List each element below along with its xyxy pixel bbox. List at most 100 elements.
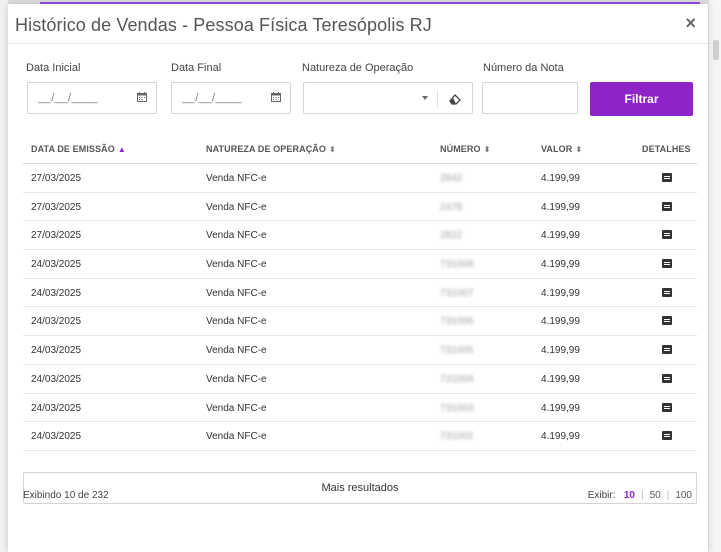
cell-valor: 4.199,99 <box>541 230 580 242</box>
page-size-100[interactable]: 100 <box>675 490 692 501</box>
calendar-icon[interactable] <box>136 91 148 103</box>
natureza-label: Natureza de Operação <box>302 62 414 74</box>
cell-numero: 731007 <box>440 287 474 299</box>
sort-up-icon[interactable]: ▲ <box>117 145 126 154</box>
cell-data-emissao: 24/03/2025 <box>31 259 82 271</box>
table-row: 27/03/2025 Venda NFC-e 2822 4.199,99 <box>23 221 697 251</box>
cell-valor: 4.199,99 <box>541 259 580 271</box>
table-row: 24/03/2025 Venda NFC-e 731006 4.199,99 <box>23 307 697 337</box>
details-icon[interactable] <box>662 287 672 297</box>
show-label: Exibir: <box>587 490 616 501</box>
cell-valor: 4.199,99 <box>541 431 580 443</box>
cell-numero: 2842 <box>440 173 463 184</box>
cell-data-emissao: 27/03/2025 <box>31 201 82 213</box>
data-final-input[interactable]: __/__/____ <box>171 82 291 114</box>
background-scrollbar[interactable] <box>708 0 721 552</box>
sort-icon[interactable]: ⬍ <box>575 145 583 154</box>
cell-natureza: Venda NFC-e <box>206 287 267 299</box>
table-row: 24/03/2025 Venda NFC-e 731007 4.199,99 <box>23 279 697 308</box>
cell-natureza: Venda NFC-e <box>206 402 267 414</box>
table-body: 27/03/2025 Venda NFC-e 2842 4.199,99 27/03/2… <box>23 164 697 451</box>
cell-data-emissao: 24/03/2025 <box>31 373 82 385</box>
table-row: 27/03/2025 Venda NFC-e 2478 4.199,99 <box>23 193 697 222</box>
cell-valor: 4.199,99 <box>541 287 580 299</box>
details-icon[interactable] <box>662 373 672 383</box>
column-header-numero[interactable]: NÚMERO ⬍ <box>440 144 491 154</box>
cell-valor: 4.199,99 <box>541 316 580 328</box>
details-icon[interactable] <box>662 259 672 269</box>
table-row: 24/03/2025 Venda NFC-e 731008 4.199,99 <box>23 250 697 279</box>
cell-numero: 731003 <box>440 402 474 414</box>
cell-data-emissao: 24/03/2025 <box>31 316 82 328</box>
numero-nota-input[interactable] <box>482 82 578 114</box>
modal-header: Histórico de Vendas - Pessoa Física Tere… <box>8 4 708 44</box>
close-button[interactable]: × <box>685 13 696 33</box>
details-icon[interactable] <box>662 402 672 412</box>
data-final-value: __/__/____ <box>182 92 243 104</box>
page-size-10[interactable]: 10 <box>623 490 635 501</box>
cell-natureza: Venda NFC-e <box>206 316 267 328</box>
background-left-strip <box>0 0 8 552</box>
cell-numero: 731004 <box>440 373 474 385</box>
column-header-valor[interactable]: VALOR ⬍ <box>541 144 583 154</box>
details-icon[interactable] <box>662 173 672 182</box>
page-size-selector: Exibir: 10 | 50 | 100 <box>587 490 692 501</box>
table-row: 24/03/2025 Venda NFC-e 731003 4.199,99 <box>23 394 697 423</box>
cell-numero: 731008 <box>440 259 474 271</box>
chevron-down-icon[interactable] <box>422 96 428 100</box>
calendar-icon[interactable] <box>270 91 282 103</box>
cell-numero: 731002 <box>440 431 474 443</box>
details-icon[interactable] <box>662 316 672 326</box>
table-header: DATA DE EMISSÃO ▲ NATUREZA DE OPERAÇÃO ⬍ N… <box>23 136 697 164</box>
cell-valor: 4.199,99 <box>541 173 580 184</box>
sales-history-modal: Histórico de Vendas - Pessoa Física Tere… <box>8 4 708 552</box>
cell-numero: 731005 <box>440 345 474 357</box>
sales-table: DATA DE EMISSÃO ▲ NATUREZA DE OPERAÇÃO ⬍ N… <box>23 136 697 451</box>
modal-title: Histórico de Vendas - Pessoa Física Tere… <box>15 15 432 35</box>
natureza-select[interactable] <box>303 82 473 114</box>
numero-nota-label: Número da Nota <box>483 62 564 74</box>
cell-data-emissao: 27/03/2025 <box>31 173 82 184</box>
cell-valor: 4.199,99 <box>541 402 580 414</box>
results-count: Exibindo 10 de 232 <box>23 490 109 501</box>
data-inicial-input[interactable]: __/__/____ <box>27 82 157 114</box>
details-icon[interactable] <box>662 431 672 441</box>
more-results-button[interactable]: Mais resultados <box>23 472 697 504</box>
column-header-natureza[interactable]: NATUREZA DE OPERAÇÃO ⬍ <box>206 144 336 154</box>
cell-numero: 2478 <box>440 201 463 213</box>
table-row: 24/03/2025 Venda NFC-e 731005 4.199,99 <box>23 336 697 365</box>
cell-natureza: Venda NFC-e <box>206 201 267 213</box>
data-final-label: Data Final <box>171 62 222 74</box>
details-icon[interactable] <box>662 201 672 211</box>
filter-button[interactable]: Filtrar <box>590 82 693 116</box>
details-icon[interactable] <box>662 345 672 355</box>
cell-valor: 4.199,99 <box>541 201 580 213</box>
table-row: 24/03/2025 Venda NFC-e 731004 4.199,99 <box>23 365 697 394</box>
table-row: 24/03/2025 Venda NFC-e 731002 4.199,99 <box>23 422 697 451</box>
cell-natureza: Venda NFC-e <box>206 230 267 242</box>
column-header-data-emissao[interactable]: DATA DE EMISSÃO ▲ <box>31 144 126 154</box>
column-header-detalhes: DETALHES <box>642 144 691 154</box>
data-inicial-value: __/__/____ <box>38 92 99 104</box>
select-divider <box>437 90 438 108</box>
details-icon[interactable] <box>662 230 672 240</box>
eraser-icon[interactable] <box>448 92 462 106</box>
background-topbar <box>0 0 721 4</box>
cell-data-emissao: 24/03/2025 <box>31 287 82 299</box>
cell-natureza: Venda NFC-e <box>206 373 267 385</box>
cell-numero: 731006 <box>440 316 474 328</box>
cell-natureza: Venda NFC-e <box>206 173 267 184</box>
cell-data-emissao: 27/03/2025 <box>31 230 82 242</box>
sort-icon[interactable]: ⬍ <box>483 145 491 154</box>
table-row: 27/03/2025 Venda NFC-e 2842 4.199,99 <box>23 164 697 193</box>
cell-natureza: Venda NFC-e <box>206 431 267 443</box>
cell-numero: 2822 <box>440 230 463 242</box>
cell-data-emissao: 24/03/2025 <box>31 402 82 414</box>
page-size-50[interactable]: 50 <box>649 490 661 501</box>
cell-natureza: Venda NFC-e <box>206 259 267 271</box>
cell-natureza: Venda NFC-e <box>206 345 267 357</box>
cell-valor: 4.199,99 <box>541 345 580 357</box>
cell-valor: 4.199,99 <box>541 373 580 385</box>
sort-icon[interactable]: ⬍ <box>329 145 336 154</box>
cell-data-emissao: 24/03/2025 <box>31 431 82 443</box>
